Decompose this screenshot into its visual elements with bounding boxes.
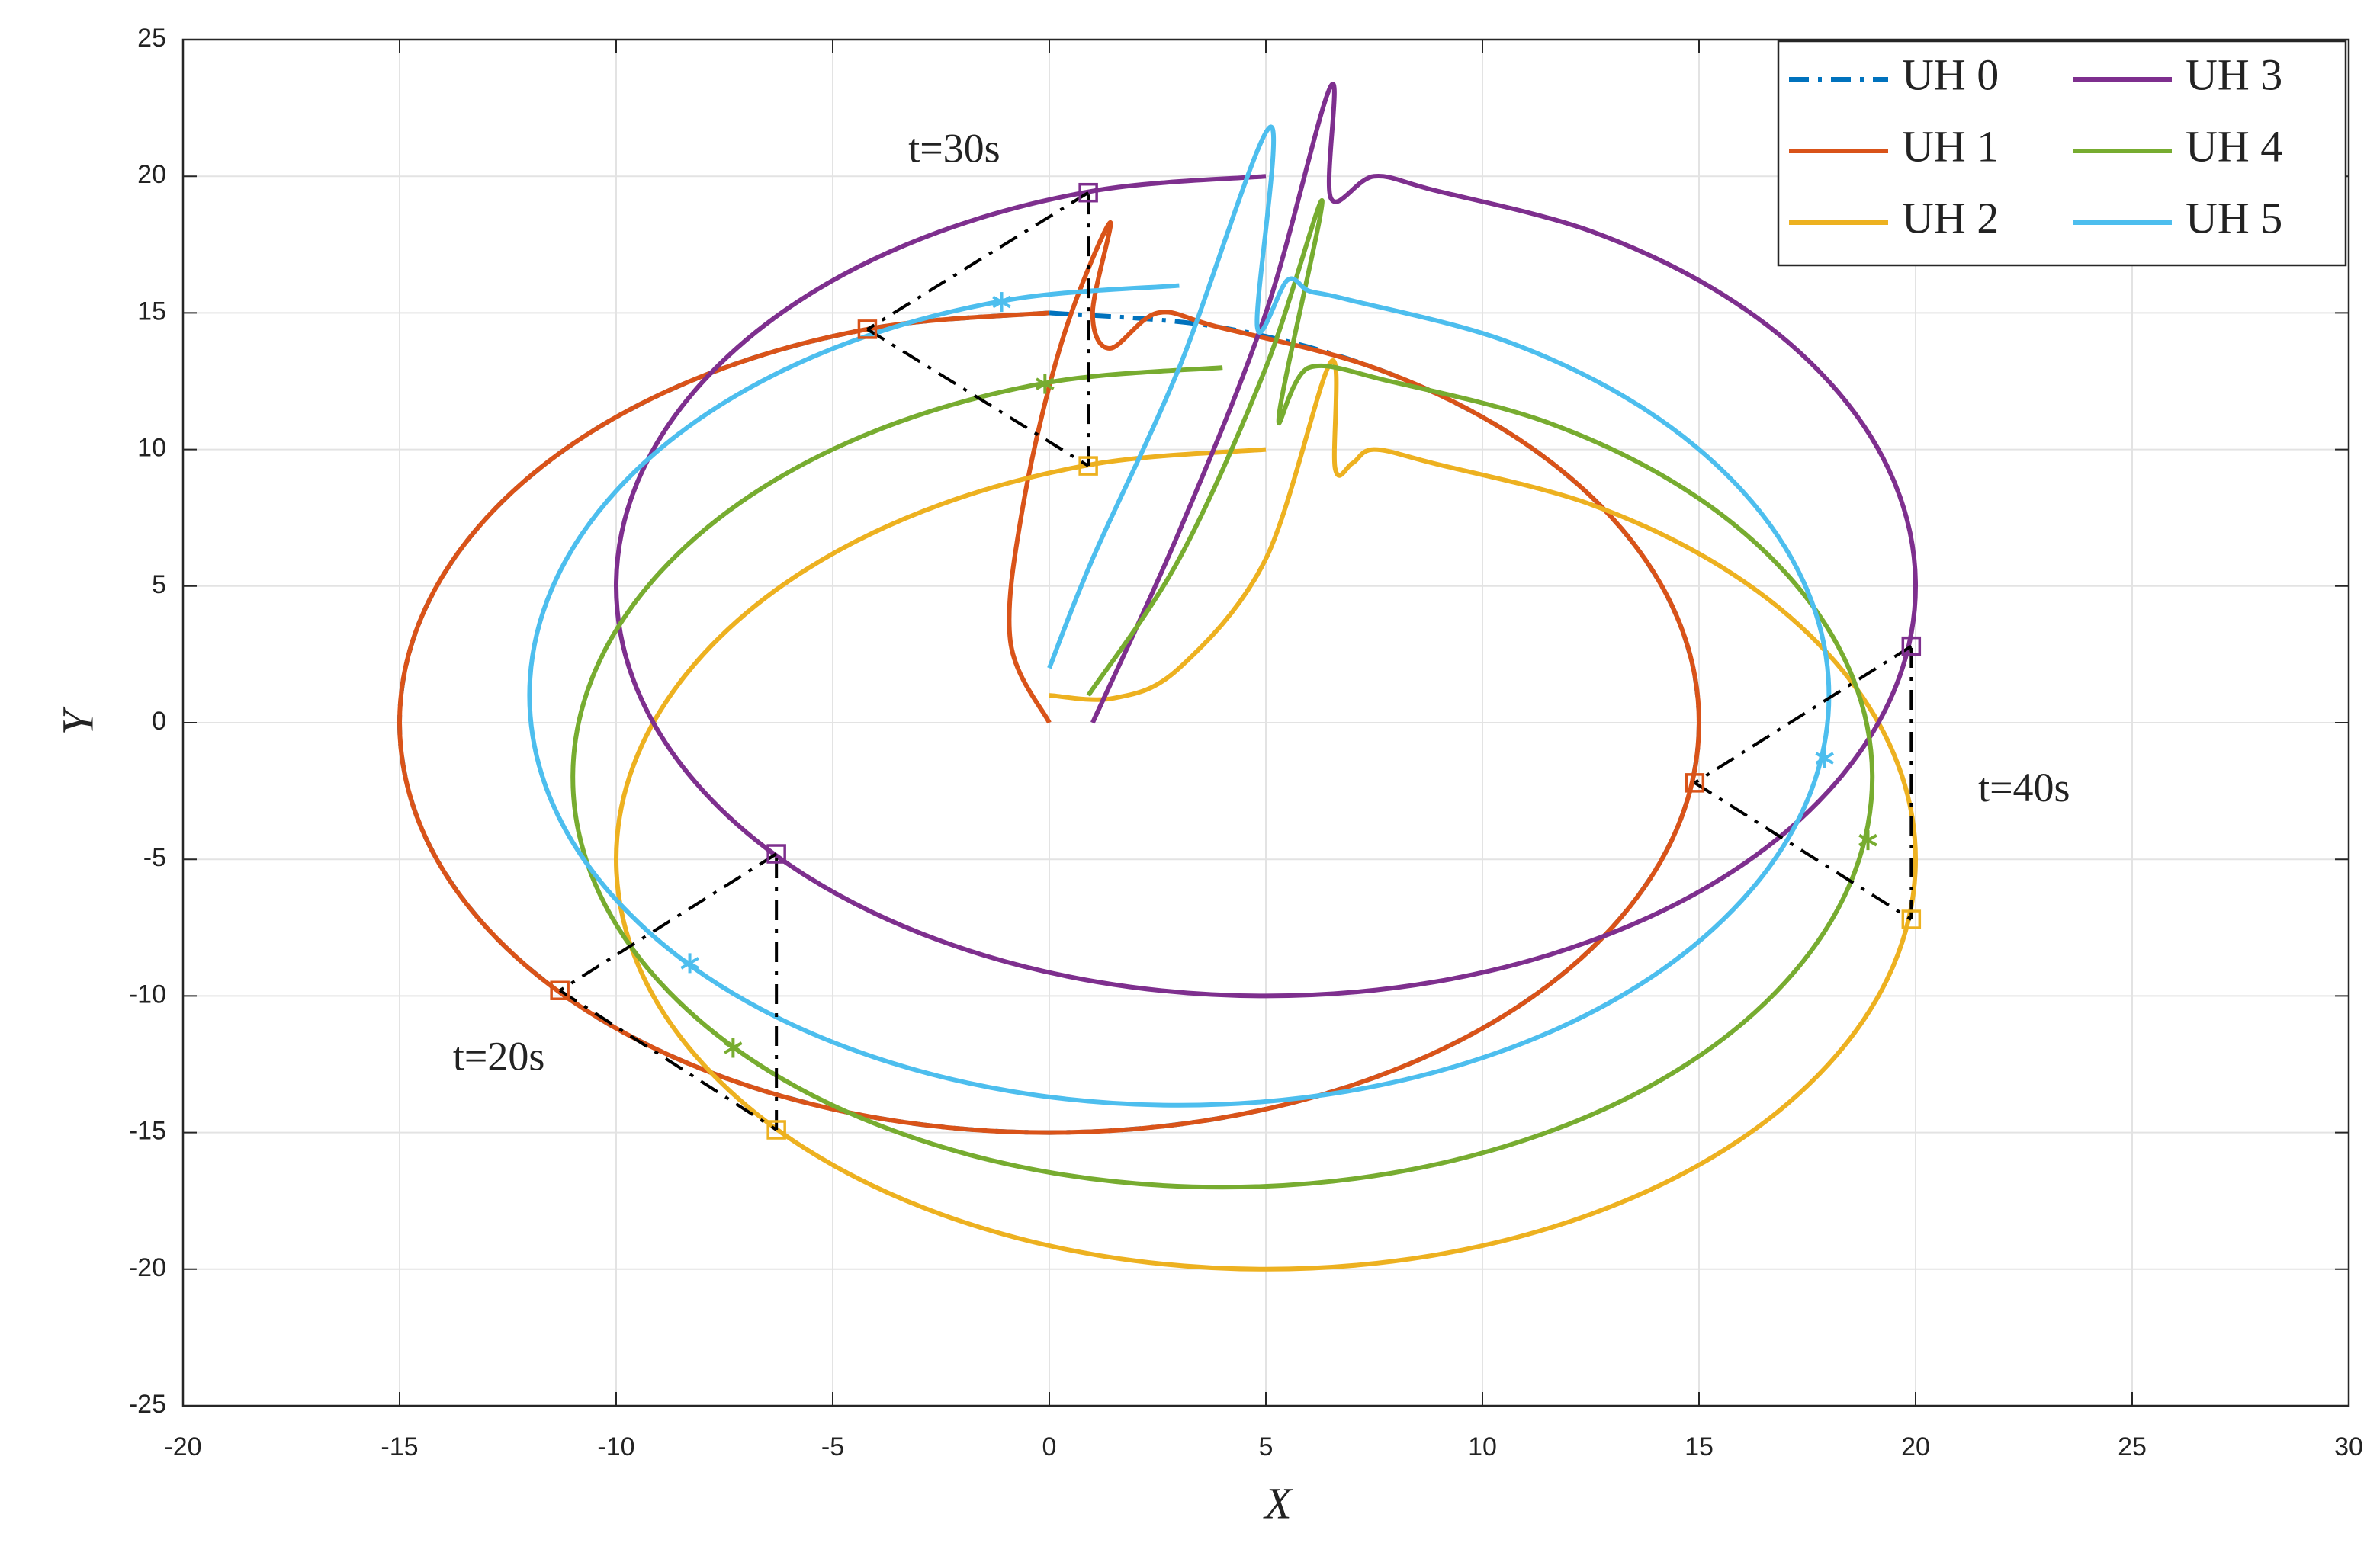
- x-tick-label: -10: [597, 1432, 634, 1461]
- formation-line: [866, 191, 1090, 331]
- x-tick-label: 5: [1259, 1432, 1274, 1461]
- legend-label: UH 2: [1902, 193, 1999, 242]
- x-tick-label: 20: [1901, 1432, 1930, 1461]
- marker-asterisk: [1858, 830, 1877, 851]
- formation-line: [1694, 644, 1913, 784]
- legend-label: UH 5: [2186, 193, 2282, 242]
- asterisk-stroke: [1858, 833, 1877, 847]
- legend-label: UH 0: [1902, 50, 1999, 99]
- x-axis-label: X: [1263, 1478, 1293, 1528]
- marker-square: [1078, 456, 1098, 476]
- y-tick-label: -10: [129, 980, 166, 1009]
- marker-square: [1901, 909, 1922, 929]
- asterisk-stroke: [1036, 377, 1055, 390]
- marker-asterisk: [992, 292, 1011, 313]
- y-tick-label: -20: [129, 1253, 166, 1282]
- marker-square: [550, 980, 570, 1000]
- asterisk-stroke: [724, 1041, 743, 1054]
- asterisk-stroke: [680, 957, 699, 970]
- marker-asterisk: [1036, 374, 1055, 394]
- y-tick-label: 25: [137, 24, 166, 53]
- y-axis-label: Y: [53, 706, 102, 735]
- annotation: t=30s: [908, 125, 1000, 171]
- legend-label: UH 4: [2186, 121, 2282, 171]
- marker-square: [1078, 182, 1098, 203]
- y-tick-label: -15: [129, 1117, 166, 1146]
- x-tick-label: 30: [2334, 1432, 2363, 1461]
- y-tick-label: 0: [152, 707, 166, 736]
- formation-line: [559, 989, 778, 1131]
- x-tick-label: 10: [1468, 1432, 1497, 1461]
- y-tick-label: 10: [137, 434, 166, 463]
- trajectory: [397, 220, 1702, 1135]
- marker-square: [1685, 773, 1705, 793]
- asterisk-stroke: [1815, 752, 1835, 765]
- marker-asterisk: [1815, 748, 1835, 768]
- y-tick-label: 15: [137, 297, 166, 326]
- marker-square: [766, 1120, 786, 1140]
- annotation: t=40s: [1978, 765, 2070, 810]
- annotation: t=20s: [453, 1034, 544, 1079]
- marker-square: [857, 319, 878, 339]
- marker-asterisk: [724, 1038, 743, 1058]
- x-tick-label: 25: [2118, 1432, 2147, 1461]
- x-tick-label: 15: [1685, 1432, 1714, 1461]
- x-tick-label: -20: [164, 1432, 201, 1461]
- legend-label: UH 1: [1902, 121, 1999, 171]
- trajectory: [527, 124, 1832, 1108]
- legend-label: UH 3: [2186, 50, 2282, 99]
- axes-box: [181, 38, 2350, 1407]
- y-tick-label: 20: [137, 160, 166, 189]
- x-tick-label: -15: [381, 1432, 418, 1461]
- x-tick-label: 0: [1042, 1432, 1057, 1461]
- asterisk-stroke: [992, 295, 1011, 309]
- y-tick-label: 5: [152, 570, 166, 599]
- marker-asterisk: [680, 953, 699, 974]
- x-tick-label: -5: [821, 1432, 844, 1461]
- trajectory: [570, 198, 1875, 1190]
- formation-line: [866, 328, 1090, 467]
- trajectory: [613, 358, 1919, 1272]
- marker-square: [1901, 636, 1922, 656]
- y-tick-label: -5: [143, 843, 166, 872]
- formation-line: [559, 852, 778, 992]
- formation-line: [1694, 781, 1913, 921]
- marker-square: [766, 844, 786, 864]
- y-tick-label: -25: [129, 1390, 166, 1419]
